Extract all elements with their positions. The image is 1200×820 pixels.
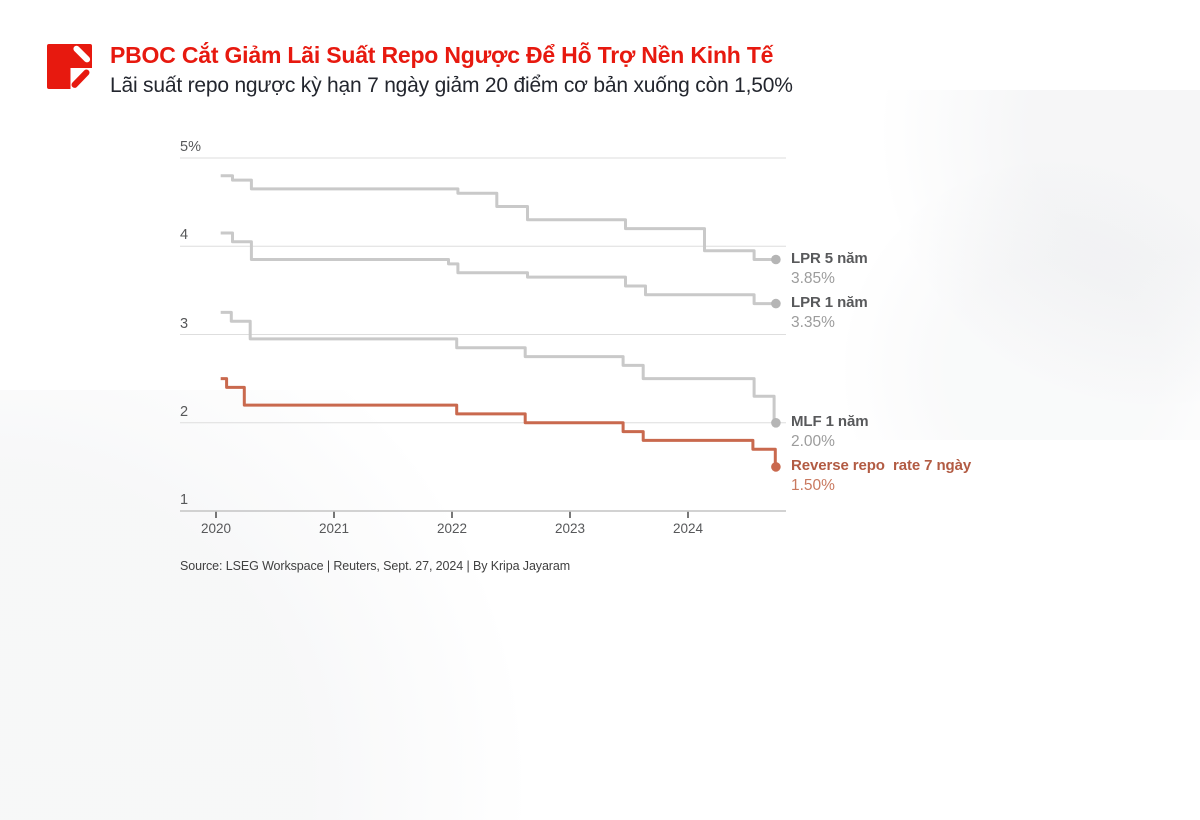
reuters-graphics-logo [47, 44, 92, 89]
series-label-lpr-1-nam: LPR 1 năm 3.35% [791, 293, 868, 332]
series-value: 3.85% [791, 270, 835, 287]
x-axis-tick-label: 2020 [200, 521, 232, 536]
page-title: PBOC Cắt Giảm Lãi Suất Repo Ngược Để Hỗ … [110, 42, 774, 68]
logo-slash-bottom-icon [71, 69, 90, 88]
series-label-mlf-1-nam: MLF 1 năm 2.00% [791, 412, 869, 451]
rate-chart [180, 157, 786, 518]
series-name: LPR 1 năm [791, 294, 868, 311]
series-name: MLF 1 năm [791, 413, 869, 430]
infographic-page: PBOC Cắt Giảm Lãi Suất Repo Ngược Để Hỗ … [0, 42, 1200, 820]
x-axis-tick-label: 2021 [318, 521, 350, 536]
x-axis-tick-label: 2023 [554, 521, 586, 536]
series-label-lpr-5-nam: LPR 5 năm 3.85% [791, 249, 868, 288]
y-axis-tick-label: 4 [180, 227, 189, 243]
series-label-reverse-repo-7-ngay: Reverse repo rate 7 ngày 1.50% [791, 456, 971, 495]
logo-slash-top-icon [73, 45, 91, 63]
series-value: 3.35% [791, 314, 835, 331]
source-credit: Source: LSEG Workspace | Reuters, Sept. … [180, 559, 571, 573]
y-axis-tick-label: 2 [180, 404, 189, 420]
y-axis-tick-label: 1 [180, 492, 189, 508]
background-swoosh-top-right [830, 90, 1200, 440]
page-subtitle: Lãi suất repo ngược kỳ hạn 7 ngày giảm 2… [110, 74, 793, 97]
series-name: Reverse repo rate 7 ngày [791, 457, 972, 474]
chart-area: 5% 4 3 2 1 2020 2021 2022 2023 2024 LPR … [180, 139, 971, 573]
x-axis-tick-label: 2024 [672, 521, 704, 536]
series-name: LPR 5 năm [791, 250, 868, 267]
y-axis-tick-label: 3 [180, 315, 189, 332]
series-value: 2.00% [791, 433, 835, 450]
series-value: 1.50% [791, 477, 835, 494]
x-axis-tick-label: 2022 [436, 521, 468, 536]
y-axis-tick-label: 5% [180, 139, 201, 155]
